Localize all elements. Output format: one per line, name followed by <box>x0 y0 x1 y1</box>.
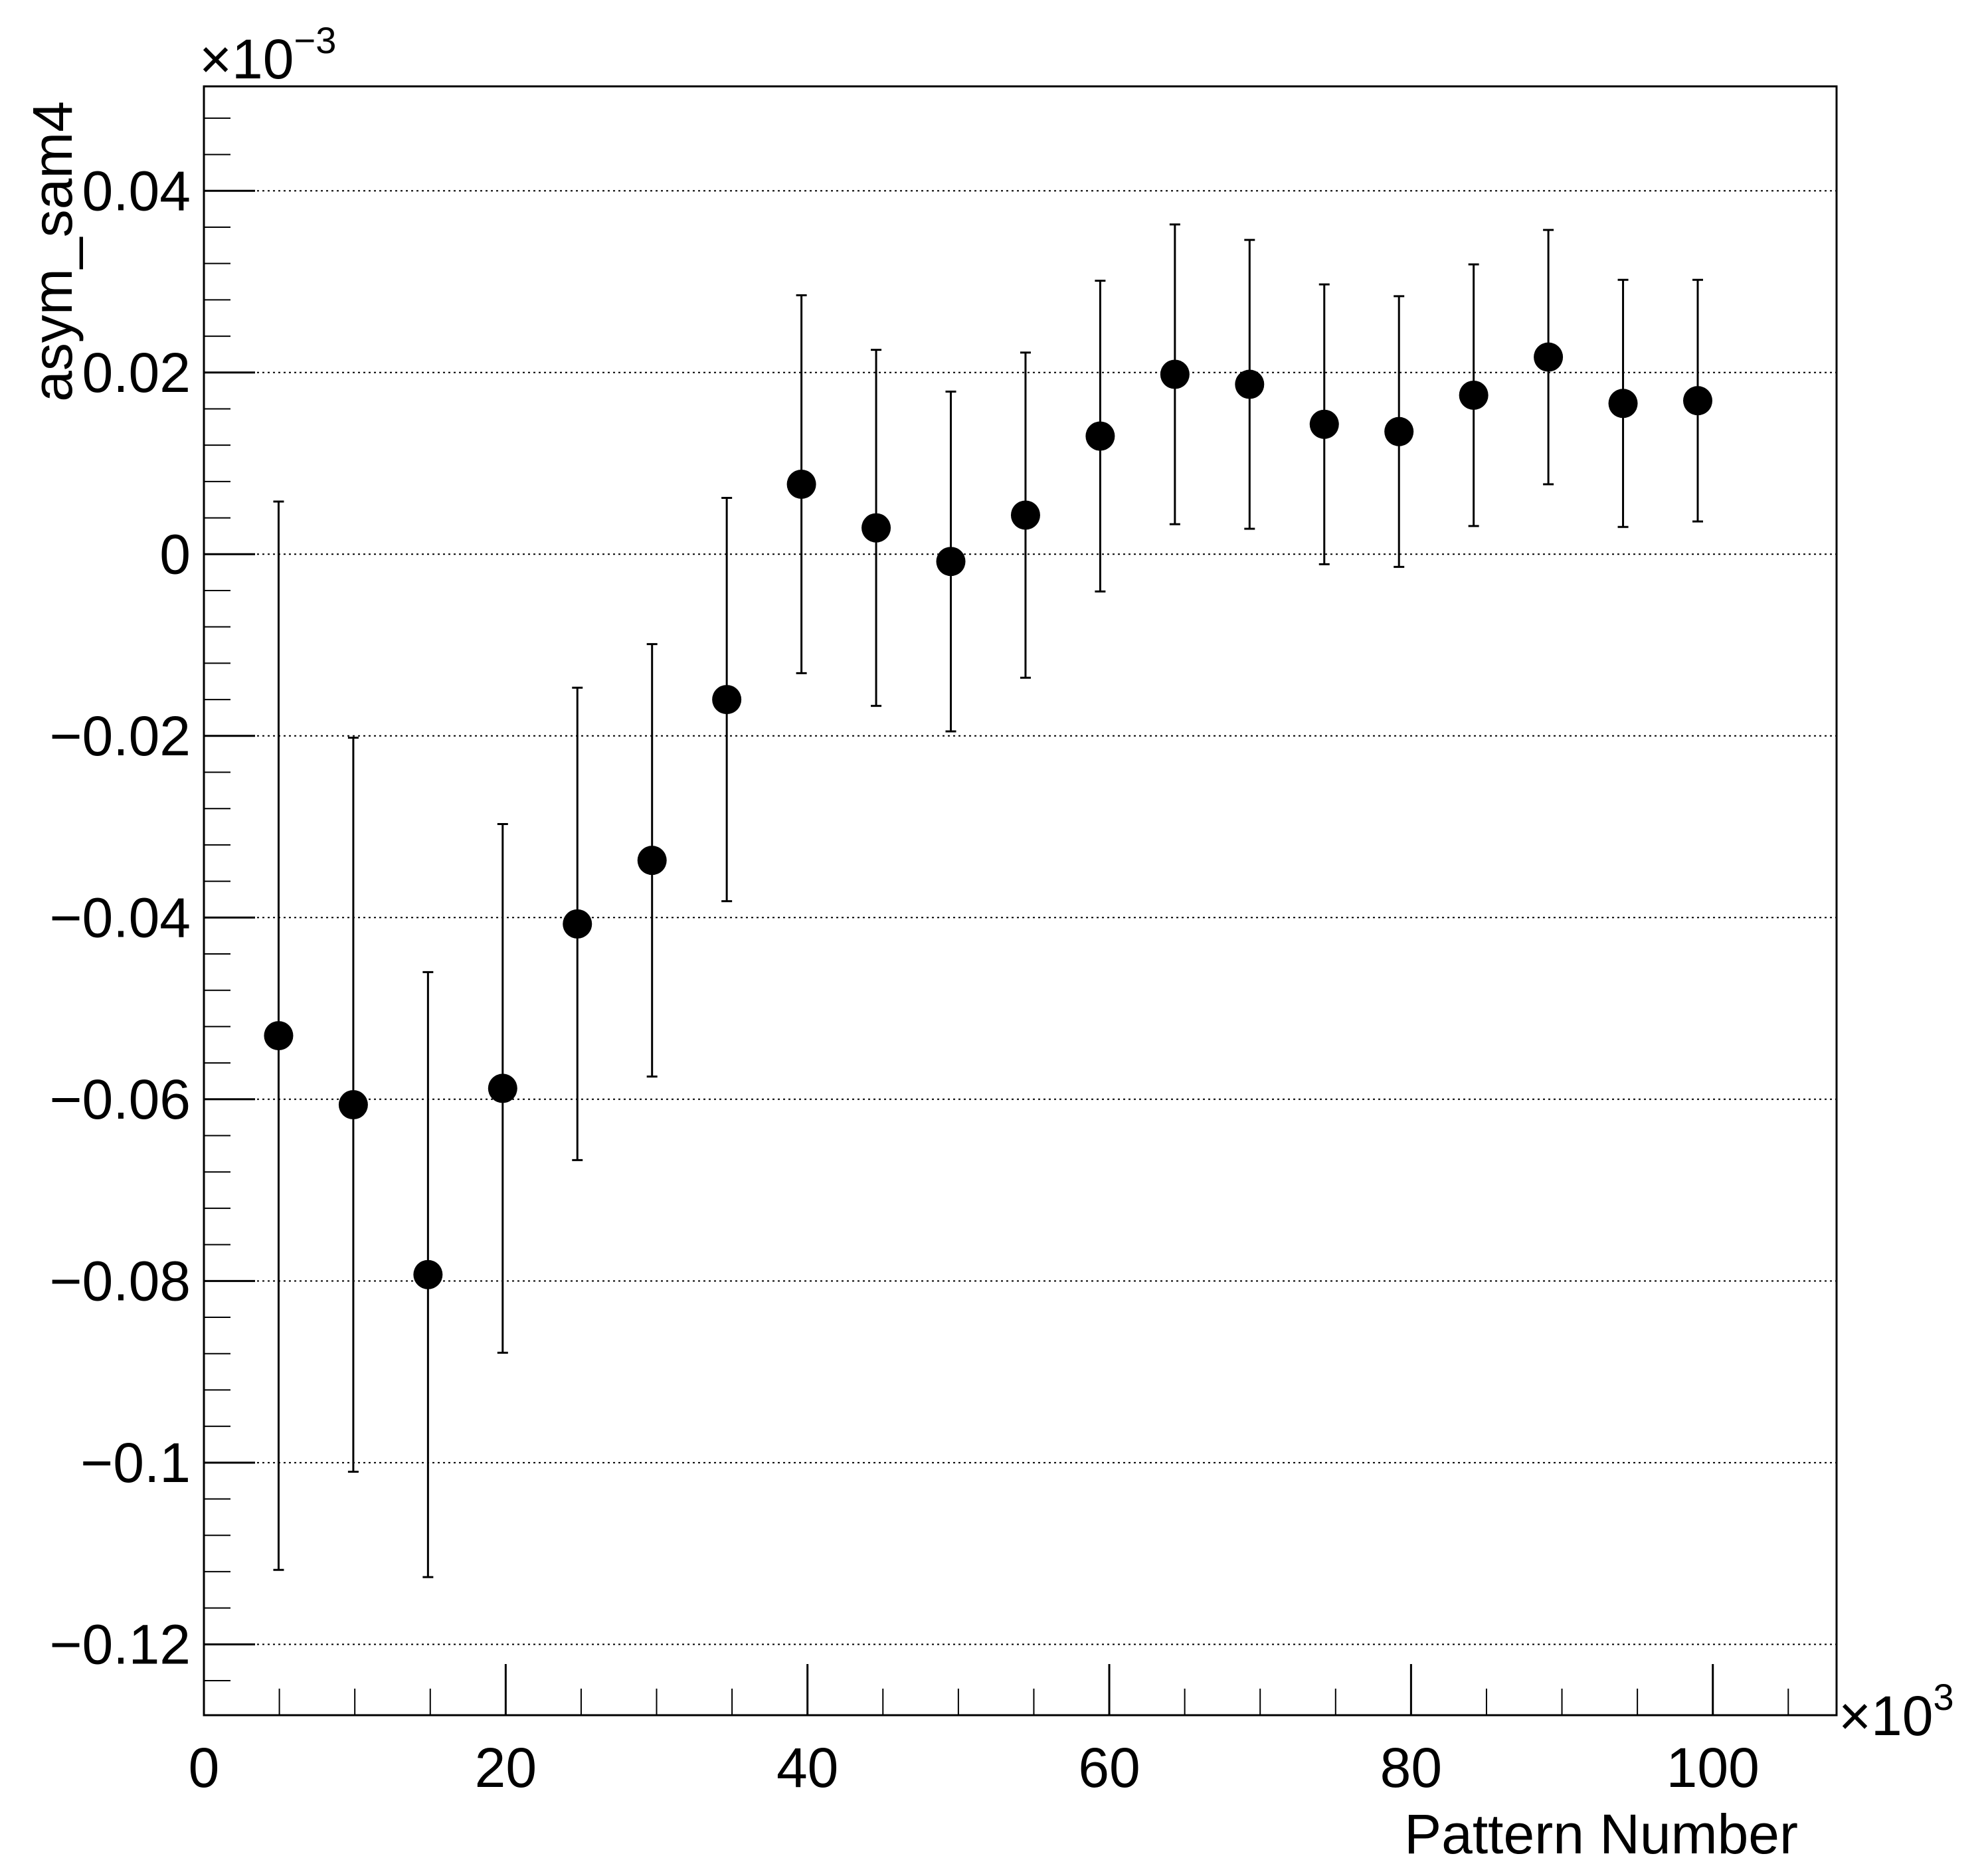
x-tick-label: 80 <box>1380 1736 1442 1799</box>
y-multiplier-base: ×10 <box>199 28 294 90</box>
x-multiplier: ×103 <box>1839 1676 1954 1747</box>
data-point <box>1160 359 1190 389</box>
y-tick-label: 0 <box>159 523 191 585</box>
y-tick-label: −0.1 <box>80 1432 191 1494</box>
data-point <box>488 1073 517 1103</box>
data-point <box>1534 342 1564 372</box>
data-point <box>936 547 966 577</box>
x-tick-label: 20 <box>475 1736 537 1799</box>
data-point <box>1309 409 1339 439</box>
data-point <box>1459 380 1489 410</box>
footer-label: 3123_666_integrated <box>116 1849 848 1862</box>
y-tick-label: −0.02 <box>49 705 191 767</box>
y-tick-label: −0.08 <box>49 1250 191 1312</box>
data-point <box>413 1259 443 1289</box>
x-axis-title: Pattern Number <box>1404 1803 1798 1862</box>
plot-frame <box>203 85 1838 1717</box>
data-point <box>1384 417 1414 446</box>
x-axis-tick-labels: 0 20 40 60 80 100 <box>189 1736 1760 1799</box>
gridlines <box>204 190 1837 1645</box>
x-axis-ticks <box>203 1664 1789 1715</box>
error-bars <box>273 223 1704 1578</box>
y-tick-label: 0.04 <box>82 159 191 222</box>
data-point <box>563 909 592 939</box>
y-axis-tick-labels: −0.12 −0.1 −0.08 −0.06 −0.04 −0.02 0 0.02 0.04 <box>49 159 191 1675</box>
data-points <box>264 342 1713 1289</box>
data-point <box>637 846 667 876</box>
data-point <box>1683 386 1713 416</box>
data-point <box>861 513 891 543</box>
data-point <box>1085 421 1115 451</box>
data-point <box>1608 389 1638 419</box>
x-tick-label: 100 <box>1667 1736 1760 1799</box>
y-tick-label: −0.04 <box>49 886 191 949</box>
x-multiplier-base: ×10 <box>1839 1685 1934 1747</box>
data-point <box>264 1021 294 1051</box>
data-point <box>1010 500 1040 530</box>
y-axis-title: asym_sam4 <box>21 101 84 402</box>
x-multiplier-exponent: 3 <box>1934 1676 1954 1718</box>
y-tick-label: −0.06 <box>49 1068 191 1131</box>
y-axis-ticks <box>204 117 255 1682</box>
data-point <box>1235 369 1265 399</box>
y-tick-label: −0.12 <box>49 1613 191 1675</box>
data-point <box>338 1090 368 1120</box>
x-tick-label: 60 <box>1078 1736 1140 1799</box>
x-tick-label: 40 <box>776 1736 838 1799</box>
y-tick-label: 0.02 <box>82 341 191 404</box>
x-tick-label: 0 <box>189 1736 220 1799</box>
y-multiplier-exponent: −3 <box>294 19 337 61</box>
data-point <box>712 685 742 715</box>
data-point <box>786 469 816 499</box>
y-multiplier: ×10−3 <box>199 19 336 90</box>
